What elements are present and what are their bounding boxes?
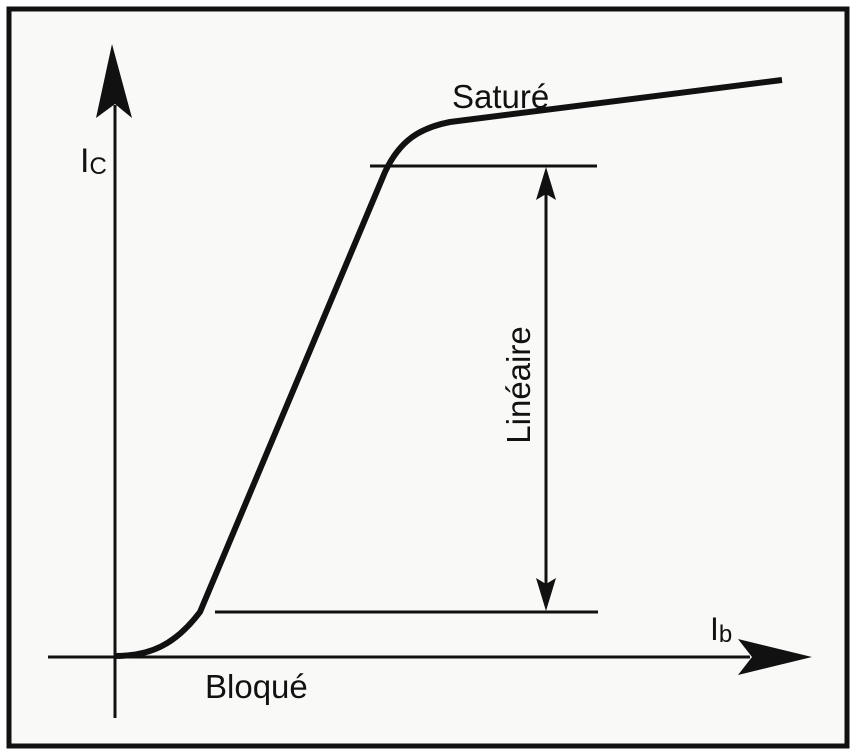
saturated-label: Saturé bbox=[452, 78, 549, 115]
cutoff-label: Bloqué bbox=[205, 668, 308, 705]
y-axis-label: IC bbox=[80, 142, 107, 180]
frame bbox=[6, 6, 850, 749]
linear-label: Linéaire bbox=[500, 326, 537, 443]
range-arrow-head-top bbox=[536, 167, 556, 200]
x-axis-arrow bbox=[738, 639, 812, 675]
y-axis-arrow bbox=[96, 44, 132, 118]
characteristic-curve bbox=[114, 77, 783, 659]
range-arrow-head-bottom bbox=[536, 578, 556, 611]
x-axis-label: Ib bbox=[710, 611, 732, 648]
